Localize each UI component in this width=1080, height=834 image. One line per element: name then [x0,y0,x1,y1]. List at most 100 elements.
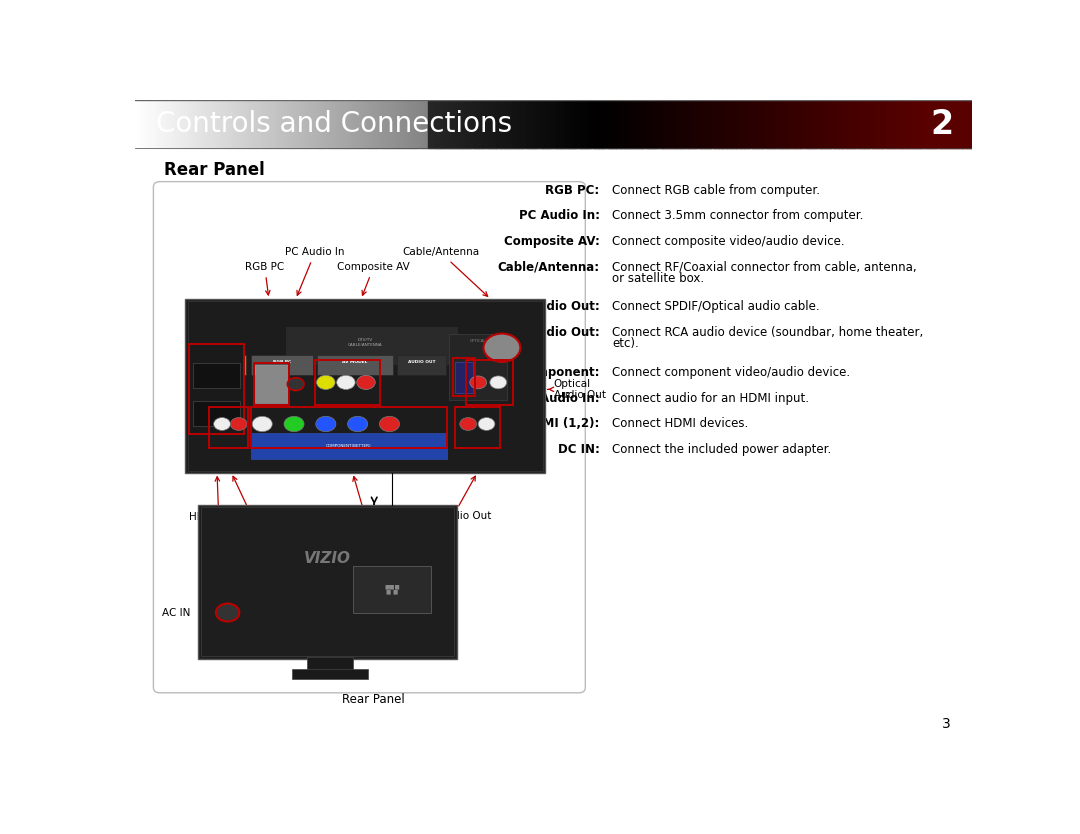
Bar [760,100,765,148]
Bar [623,100,627,148]
Bar [785,100,789,148]
Bar [880,100,885,148]
Bar [928,100,932,148]
Bar [813,100,818,148]
Bar [151,100,157,148]
Bar [930,100,934,148]
Bar [815,100,820,148]
Bar [512,100,516,148]
Bar [632,100,636,148]
Bar [754,100,759,148]
Bar [674,100,678,148]
Text: Cable/Antenna:: Cable/Antenna: [498,261,599,274]
Bar [285,100,291,148]
Bar [507,100,511,148]
Bar [688,100,692,148]
Bar [193,100,198,148]
Bar [693,100,698,148]
Bar [953,100,957,148]
Bar [316,100,321,148]
Circle shape [315,416,336,432]
Bar [852,100,856,148]
Bar [531,100,536,148]
Bar [866,100,870,148]
Bar [197,100,201,148]
Bar [186,299,545,473]
Bar [640,100,645,148]
Bar [741,100,745,148]
Bar [470,100,474,148]
Bar [255,365,288,403]
Bar [833,100,837,148]
Bar [863,100,867,148]
Bar [734,100,740,148]
Bar [189,354,246,375]
Bar [221,100,226,148]
Bar [696,100,700,148]
Bar [721,100,726,148]
Bar [648,100,652,148]
Bar [766,100,770,148]
Bar [509,100,513,148]
Bar [218,100,224,148]
Bar [562,100,566,148]
Bar [657,100,661,148]
Bar [620,100,625,148]
Bar [894,100,899,148]
Text: HDMI (1,2):: HDMI (1,2): [523,417,599,430]
Bar [436,100,441,148]
Bar [251,407,447,448]
Bar [796,100,800,148]
Bar [174,100,178,148]
Bar [274,100,279,148]
Bar [445,100,449,148]
Bar [523,100,527,148]
Bar [534,100,539,148]
Bar [189,344,244,435]
Bar [239,100,243,148]
Text: RGB PC: RGB PC [245,262,284,295]
Bar [280,100,284,148]
Text: Connect audio for an HDMI input.: Connect audio for an HDMI input. [612,392,809,404]
Bar [922,100,927,148]
Bar [467,359,513,405]
Bar [581,100,585,148]
Bar [858,100,862,148]
Bar [746,100,751,148]
Text: DC IN:: DC IN: [557,443,599,456]
Text: or satellite box.: or satellite box. [612,272,704,285]
Bar [213,100,217,148]
Text: ■■■
■ ■: ■■■ ■ ■ [384,584,401,595]
Bar [939,100,943,148]
Bar [947,100,951,148]
Bar [584,100,589,148]
Bar [829,100,834,148]
Bar [292,100,296,148]
Bar [629,100,633,148]
Circle shape [470,376,486,389]
Bar [183,100,187,148]
Circle shape [484,334,521,362]
Bar [249,100,254,148]
Bar [172,100,176,148]
Bar [757,100,761,148]
Text: RCA Audio In:: RCA Audio In: [509,392,599,404]
Bar [503,100,508,148]
Bar [969,100,974,148]
Bar [383,100,388,148]
Bar [285,327,458,365]
Bar [378,100,382,148]
Bar [665,100,670,148]
Bar [653,100,659,148]
Bar [473,100,477,148]
Bar [567,100,572,148]
Bar [211,100,215,148]
Text: DTV/TV
CABLE/ANTENNA: DTV/TV CABLE/ANTENNA [348,339,382,347]
Bar [958,100,962,148]
Text: Rear Panel: Rear Panel [342,693,405,706]
Bar [163,100,167,148]
Text: RCA Audio Out: RCA Audio Out [415,476,491,521]
Bar [205,100,210,148]
Bar [246,100,251,148]
Bar [264,100,268,148]
